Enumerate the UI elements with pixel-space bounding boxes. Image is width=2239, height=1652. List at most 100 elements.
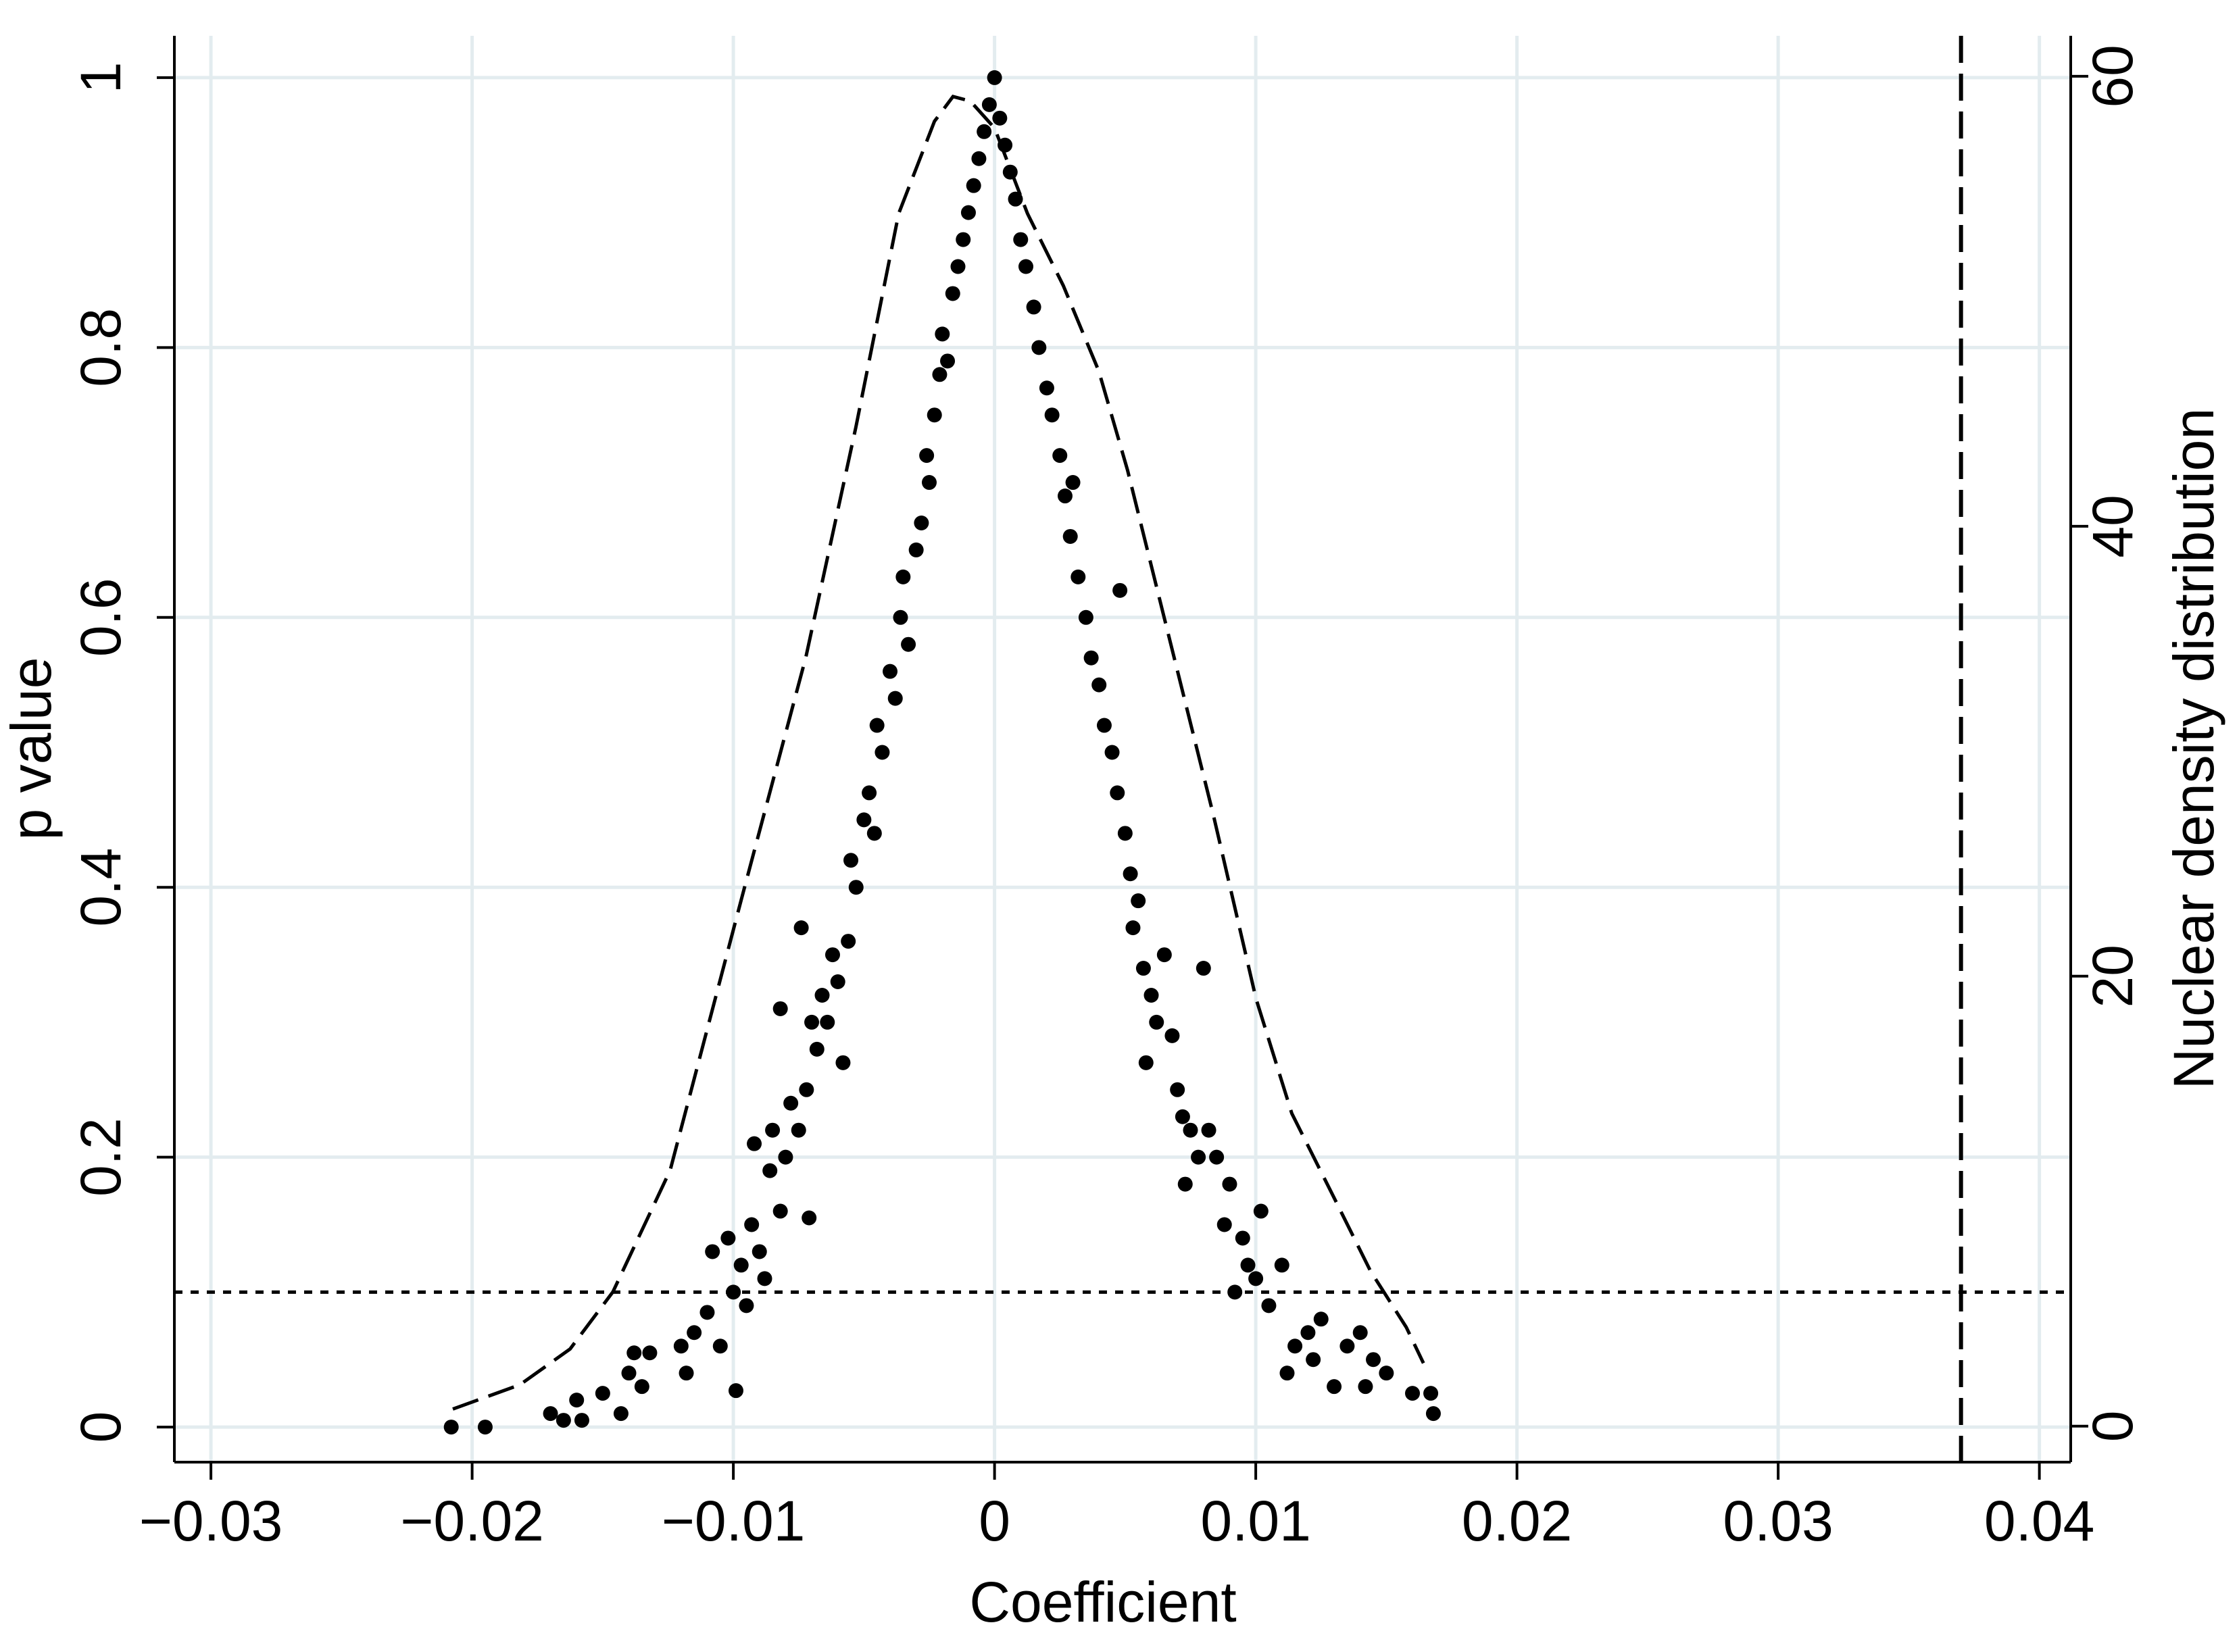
scatter-point: [739, 1298, 754, 1313]
scatter-point: [977, 124, 992, 139]
scatter-point: [875, 745, 890, 760]
scatter-point: [1235, 1230, 1250, 1246]
scatter-point: [1425, 1406, 1441, 1422]
scatter-point: [1156, 947, 1172, 963]
scatter-point: [1423, 1386, 1439, 1401]
scatter-point: [1131, 893, 1146, 909]
grid: [174, 36, 2071, 1462]
scatter-point: [1379, 1366, 1394, 1381]
scatter-point: [1313, 1311, 1329, 1327]
scatter-point: [1026, 299, 1041, 315]
scatter-point: [945, 286, 960, 301]
scatter-point: [1358, 1379, 1373, 1395]
scatter-point: [733, 1257, 749, 1273]
scatter-point: [705, 1244, 720, 1259]
scatter-point: [1008, 191, 1023, 207]
scatter-point: [908, 542, 924, 557]
scatter-point: [712, 1338, 728, 1354]
y-tick-label: 0.8: [69, 308, 132, 387]
scatter-point: [1287, 1338, 1303, 1354]
scatter-point: [699, 1305, 715, 1320]
scatter-point: [1123, 866, 1138, 882]
scatter-point: [843, 853, 859, 868]
scatter-point: [679, 1366, 694, 1381]
scatter-point: [613, 1406, 629, 1422]
scatter-point: [726, 1284, 741, 1300]
scatter-point: [848, 880, 864, 895]
scatter-point: [778, 1149, 793, 1165]
scatter-point: [1057, 489, 1073, 504]
scatter-point: [1366, 1352, 1381, 1368]
x-tick-label: −0.03: [139, 1489, 283, 1553]
scatter-point: [1117, 826, 1133, 841]
scatter-point: [1065, 475, 1081, 491]
scatter-point: [1031, 340, 1047, 355]
scatter-point: [1110, 785, 1125, 801]
scatter-point: [799, 1082, 814, 1097]
scatter-point: [1306, 1352, 1321, 1368]
scatter-point: [747, 1136, 762, 1151]
scatter-point: [856, 812, 872, 828]
scatter-point: [783, 1095, 799, 1111]
y-axis-title: p value: [0, 657, 63, 841]
scatter-point: [971, 151, 987, 166]
scatter-point: [1279, 1366, 1295, 1381]
scatter-point: [1013, 232, 1029, 247]
scatter-point: [1248, 1271, 1264, 1286]
scatter-point: [960, 205, 976, 220]
scatter-point: [443, 1420, 459, 1435]
scatter-point: [752, 1244, 767, 1259]
scatter-point: [1327, 1379, 1342, 1395]
x-tick-label: 0: [979, 1489, 1010, 1553]
scatter-point: [1170, 1082, 1185, 1097]
scatter-point: [1227, 1284, 1243, 1300]
scatter-point: [762, 1163, 778, 1178]
scatter-point: [1191, 1149, 1206, 1165]
scatter-point: [595, 1386, 610, 1401]
scatter-point: [820, 1014, 835, 1030]
scatter-point: [772, 1203, 788, 1219]
y2-axis-title: Nuclear density distribution: [2162, 408, 2225, 1090]
scatter-point: [809, 1041, 825, 1057]
scatter-point: [1083, 650, 1099, 666]
scatter-point: [634, 1379, 649, 1395]
scatter-point: [956, 232, 971, 247]
scatter-point: [477, 1420, 493, 1435]
scatter-point: [921, 475, 937, 491]
x-tick-label: −0.02: [400, 1489, 544, 1553]
scatter-point: [901, 636, 916, 652]
scatter-point: [626, 1345, 642, 1361]
y-tick-label: 0: [69, 1411, 132, 1443]
x-tick-label: −0.01: [662, 1489, 806, 1553]
scatter-point: [793, 920, 809, 936]
scatter-point: [935, 326, 950, 342]
scatter-point: [1352, 1325, 1368, 1341]
scatter-point: [927, 407, 942, 423]
scatter-point: [543, 1406, 558, 1422]
scatter-point: [940, 353, 956, 369]
scatter-point: [791, 1122, 806, 1138]
scatter-point: [1209, 1149, 1225, 1165]
scatter-point: [835, 1055, 851, 1070]
scatter-point: [1018, 259, 1033, 274]
scatter-point: [569, 1393, 585, 1408]
scatter-point: [1177, 1176, 1193, 1192]
y2-tick-label: 20: [2081, 945, 2144, 1007]
scatter-point: [987, 70, 1002, 85]
scatter-point: [919, 448, 935, 464]
scatter-point: [1062, 528, 1078, 544]
x-tick-label: 0.02: [1462, 1489, 1573, 1553]
scatter-point: [1175, 1109, 1190, 1124]
scatter-point: [866, 826, 882, 841]
scatter-point: [825, 947, 840, 963]
scatter-point: [1261, 1298, 1277, 1313]
scatter-point: [1300, 1325, 1316, 1341]
scatter-point: [757, 1271, 772, 1286]
scatter-point: [621, 1366, 637, 1381]
scatter-point: [883, 664, 898, 679]
scatter-point: [992, 110, 1008, 126]
scatter-point: [556, 1413, 571, 1428]
scatter-point: [1216, 1217, 1232, 1232]
scatter-point: [1149, 1014, 1164, 1030]
